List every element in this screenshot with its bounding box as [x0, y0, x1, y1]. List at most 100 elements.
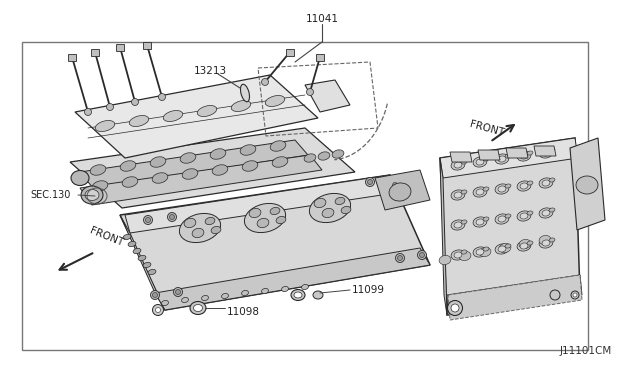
Ellipse shape [520, 153, 528, 159]
Circle shape [396, 253, 404, 263]
Ellipse shape [549, 178, 555, 182]
Polygon shape [125, 175, 395, 233]
Circle shape [392, 183, 397, 187]
Ellipse shape [527, 181, 533, 185]
Circle shape [447, 301, 463, 315]
Ellipse shape [451, 160, 465, 170]
Polygon shape [68, 54, 76, 61]
Ellipse shape [473, 217, 487, 227]
Ellipse shape [439, 256, 451, 264]
Ellipse shape [539, 148, 553, 158]
Ellipse shape [539, 235, 551, 244]
Polygon shape [80, 155, 322, 205]
Ellipse shape [341, 206, 351, 214]
Circle shape [417, 250, 426, 260]
Ellipse shape [163, 110, 183, 122]
Ellipse shape [192, 228, 204, 238]
Polygon shape [316, 54, 324, 61]
Polygon shape [478, 150, 500, 160]
Ellipse shape [576, 176, 598, 194]
Ellipse shape [210, 149, 226, 159]
Ellipse shape [138, 255, 146, 261]
Ellipse shape [179, 214, 221, 243]
Ellipse shape [454, 192, 462, 198]
Ellipse shape [517, 211, 531, 221]
Circle shape [152, 292, 157, 298]
Ellipse shape [270, 141, 286, 151]
Ellipse shape [71, 170, 89, 186]
Circle shape [168, 212, 177, 221]
Ellipse shape [184, 218, 196, 228]
Circle shape [106, 103, 113, 110]
Circle shape [262, 78, 269, 86]
Ellipse shape [505, 214, 511, 218]
Ellipse shape [95, 121, 115, 131]
Text: FRONT: FRONT [88, 225, 124, 248]
Text: J11101CM: J11101CM [560, 346, 612, 356]
Ellipse shape [294, 292, 302, 298]
Text: 11098: 11098 [227, 307, 260, 317]
Ellipse shape [461, 190, 467, 194]
Ellipse shape [527, 211, 533, 215]
Circle shape [143, 215, 152, 224]
Ellipse shape [270, 207, 280, 215]
Ellipse shape [495, 184, 509, 194]
Circle shape [152, 305, 163, 315]
Polygon shape [120, 175, 430, 310]
Ellipse shape [128, 241, 136, 247]
Ellipse shape [231, 100, 251, 112]
Circle shape [156, 308, 161, 312]
Ellipse shape [332, 150, 344, 158]
Polygon shape [570, 138, 605, 230]
Ellipse shape [520, 213, 528, 219]
Ellipse shape [265, 96, 285, 106]
Text: 13213: 13213 [193, 66, 227, 76]
Ellipse shape [476, 249, 484, 255]
Ellipse shape [257, 218, 269, 228]
Ellipse shape [498, 156, 506, 162]
Ellipse shape [211, 227, 221, 234]
Polygon shape [286, 49, 294, 56]
Ellipse shape [129, 116, 148, 126]
Polygon shape [120, 215, 165, 310]
Polygon shape [440, 138, 578, 178]
Ellipse shape [454, 222, 462, 228]
Ellipse shape [499, 243, 511, 253]
Ellipse shape [505, 154, 511, 158]
Ellipse shape [202, 295, 209, 301]
Circle shape [571, 291, 579, 299]
Ellipse shape [143, 262, 151, 267]
Ellipse shape [122, 177, 138, 187]
Ellipse shape [242, 161, 258, 171]
Ellipse shape [519, 240, 531, 248]
Ellipse shape [495, 214, 509, 224]
Ellipse shape [314, 198, 326, 208]
Circle shape [131, 99, 138, 106]
Polygon shape [440, 138, 580, 315]
Polygon shape [155, 248, 430, 310]
Ellipse shape [454, 252, 462, 258]
Ellipse shape [272, 157, 288, 167]
Text: SEC.130: SEC.130 [30, 190, 70, 200]
Circle shape [170, 215, 175, 219]
Ellipse shape [182, 169, 198, 179]
Ellipse shape [520, 183, 528, 189]
Polygon shape [447, 275, 582, 315]
Polygon shape [116, 44, 124, 51]
Ellipse shape [182, 298, 188, 302]
Ellipse shape [190, 301, 206, 314]
Ellipse shape [461, 250, 467, 254]
Ellipse shape [539, 238, 553, 248]
Ellipse shape [495, 154, 509, 164]
Ellipse shape [133, 248, 141, 254]
Ellipse shape [505, 244, 511, 248]
Ellipse shape [244, 203, 285, 232]
Ellipse shape [318, 152, 330, 160]
Ellipse shape [476, 159, 484, 165]
Circle shape [550, 290, 560, 300]
Ellipse shape [197, 106, 217, 116]
Ellipse shape [90, 165, 106, 175]
Polygon shape [91, 49, 99, 56]
Ellipse shape [148, 269, 156, 275]
Ellipse shape [520, 243, 528, 249]
